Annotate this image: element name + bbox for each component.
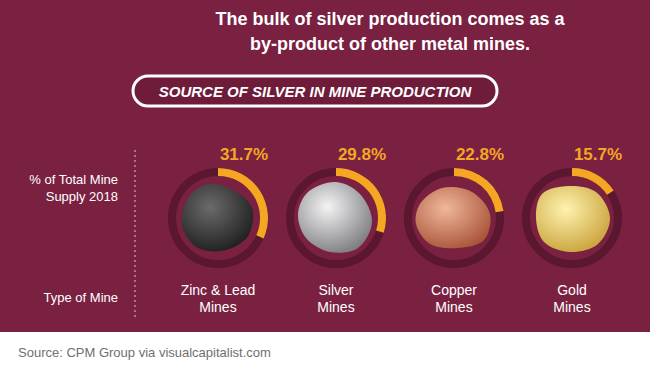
text-line: Zinc & Lead xyxy=(181,282,256,298)
text-line: The bulk of silver production comes as a xyxy=(215,9,565,29)
subtitle: SOURCE OF SILVER IN MINE PRODUCTION xyxy=(159,83,473,100)
text-line: by-product of other metal mines. xyxy=(250,34,530,54)
donut-arc xyxy=(336,168,386,233)
subtitle-box xyxy=(133,76,497,106)
category-label: Zinc & LeadMines xyxy=(181,282,256,315)
rock-illustration xyxy=(536,186,610,252)
donut xyxy=(526,168,618,264)
text-line: Mines xyxy=(435,299,472,315)
separator xyxy=(134,150,136,320)
text-line: Copper xyxy=(431,282,477,298)
plot-area xyxy=(172,168,618,264)
rock-illustration xyxy=(416,187,491,248)
data-label: 22.8% xyxy=(456,145,504,164)
background-panel xyxy=(0,0,650,332)
chart: The bulk of silver production comes as a… xyxy=(0,0,650,369)
data-label: 15.7% xyxy=(574,145,622,164)
donut-arc xyxy=(218,168,268,238)
category-label: GoldMines xyxy=(553,282,590,315)
text-line: Mines xyxy=(199,299,236,315)
text-line: Mines xyxy=(317,299,354,315)
labels: 31.7%Zinc & LeadMines29.8%SilverMines22.… xyxy=(181,145,622,315)
data-label: 31.7% xyxy=(220,145,268,164)
text-line: Type of Mine xyxy=(44,290,118,305)
row-label: Type of Mine xyxy=(44,290,118,305)
title: The bulk of silver production comes as a… xyxy=(215,9,565,54)
text-line: Gold xyxy=(557,282,587,298)
footer xyxy=(0,332,650,369)
data-label: 29.8% xyxy=(338,145,386,164)
text-line: Mines xyxy=(553,299,590,315)
rock-illustration xyxy=(181,184,253,252)
text-line: % of Total Mine xyxy=(29,172,118,187)
donut-arc xyxy=(454,168,504,212)
donut-arc xyxy=(572,168,614,195)
donut xyxy=(290,168,386,264)
donut xyxy=(172,168,268,264)
category-label: SilverMines xyxy=(317,282,354,315)
text-line: Supply 2018 xyxy=(46,189,118,204)
donut xyxy=(408,168,504,264)
category-label: CopperMines xyxy=(431,282,477,315)
rock-illustration xyxy=(298,182,372,253)
text-line: Silver xyxy=(318,282,353,298)
row-label: % of Total Mine Supply 2018 xyxy=(29,172,118,204)
source: Source: CPM Group via visualcapitalist.c… xyxy=(18,345,271,360)
